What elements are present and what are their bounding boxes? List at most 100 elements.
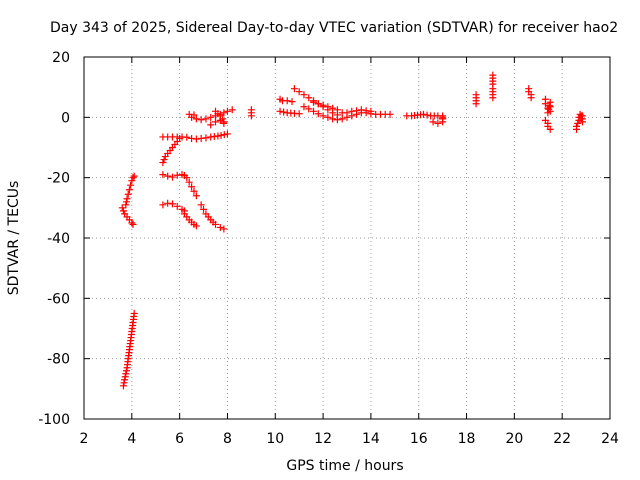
data-point: [159, 159, 167, 167]
data-point: [130, 309, 138, 317]
data-point: [129, 220, 137, 228]
data-point: [324, 113, 332, 121]
data-point: [185, 110, 193, 118]
data-point: [212, 220, 219, 228]
data-point: [283, 97, 291, 105]
data-point: [280, 108, 288, 116]
data-point: [118, 204, 126, 212]
data-point: [188, 134, 196, 142]
data-point: [329, 104, 337, 112]
x-tick-label: 6: [175, 431, 184, 447]
data-point: [541, 100, 549, 108]
data-point: [173, 202, 181, 210]
x-tick-label: 14: [362, 431, 380, 447]
data-point: [314, 110, 322, 118]
x-tick-label: 20: [505, 431, 523, 447]
data-point: [333, 116, 341, 124]
x-tick-label: 22: [553, 431, 571, 447]
data-point: [439, 115, 447, 123]
data-point: [168, 200, 176, 208]
data-point: [207, 121, 215, 129]
data-point: [527, 94, 535, 102]
y-tick-label: -60: [47, 291, 70, 307]
data-point: [220, 131, 228, 139]
data-point: [124, 190, 132, 198]
data-point: [545, 102, 553, 110]
data-point: [546, 125, 554, 133]
data-point: [202, 134, 210, 142]
data-point: [214, 132, 222, 140]
data-point: [173, 171, 181, 179]
chart-title: Day 343 of 2025, Sidereal Day-to-day VTE…: [50, 20, 618, 36]
grid-lines: [84, 57, 610, 419]
x-tick-label: 4: [127, 431, 136, 447]
data-point: [300, 91, 308, 99]
axis-ticks: [83, 56, 611, 420]
data-point: [319, 101, 327, 109]
data-point: [129, 174, 137, 182]
x-tick-label: 18: [458, 431, 476, 447]
x-tick-label: 24: [601, 431, 619, 447]
data-point: [220, 119, 228, 127]
data-point: [123, 195, 131, 203]
data-point: [579, 112, 587, 120]
x-tick-label: 10: [266, 431, 284, 447]
data-points: [118, 71, 587, 390]
data-point: [574, 119, 582, 127]
data-point: [207, 113, 215, 121]
data-point: [362, 107, 370, 115]
y-axis-label: SDTVAR / TECUs: [6, 181, 22, 296]
data-point: [357, 106, 365, 114]
data-point: [192, 222, 200, 230]
data-point: [119, 207, 127, 215]
data-point: [295, 88, 303, 96]
data-point: [217, 131, 225, 139]
data-point: [160, 156, 168, 164]
data-point: [216, 223, 224, 231]
y-tick-label: 0: [61, 110, 70, 126]
data-point: [276, 107, 284, 115]
data-point: [197, 134, 205, 142]
data-point: [367, 107, 375, 115]
data-point: [190, 187, 198, 195]
data-point: [190, 111, 198, 119]
data-point: [305, 94, 313, 102]
data-point: [220, 109, 228, 117]
x-tick-label: 8: [223, 431, 232, 447]
x-tick-label: 2: [80, 431, 89, 447]
data-point: [546, 107, 554, 115]
data-point: [472, 100, 480, 108]
data-point: [212, 118, 219, 126]
data-point: [295, 110, 303, 118]
data-point: [300, 103, 308, 111]
data-point: [343, 109, 351, 117]
data-point: [423, 111, 431, 119]
data-point: [127, 181, 135, 189]
data-point: [202, 115, 210, 123]
data-point: [247, 112, 255, 120]
data-point: [489, 94, 497, 102]
x-tick-label: 12: [314, 431, 332, 447]
data-point: [290, 85, 298, 93]
data-point: [223, 107, 231, 115]
y-tick-label: -20: [47, 171, 70, 187]
data-point: [185, 178, 193, 186]
data-point: [164, 172, 172, 180]
data-point: [310, 107, 318, 115]
y-tick-label: -80: [47, 352, 70, 368]
y-tick-label: 20: [52, 50, 70, 66]
data-point: [200, 205, 208, 213]
data-point: [310, 98, 318, 106]
data-point: [223, 130, 231, 138]
data-point: [305, 105, 313, 113]
x-axis-label: GPS time / hours: [286, 458, 403, 474]
data-point: [319, 112, 327, 120]
data-point: [130, 172, 138, 180]
data-point: [386, 110, 394, 118]
data-point: [220, 225, 228, 233]
data-point: [164, 199, 172, 207]
plot-frame: [83, 56, 611, 420]
data-point: [192, 135, 200, 143]
